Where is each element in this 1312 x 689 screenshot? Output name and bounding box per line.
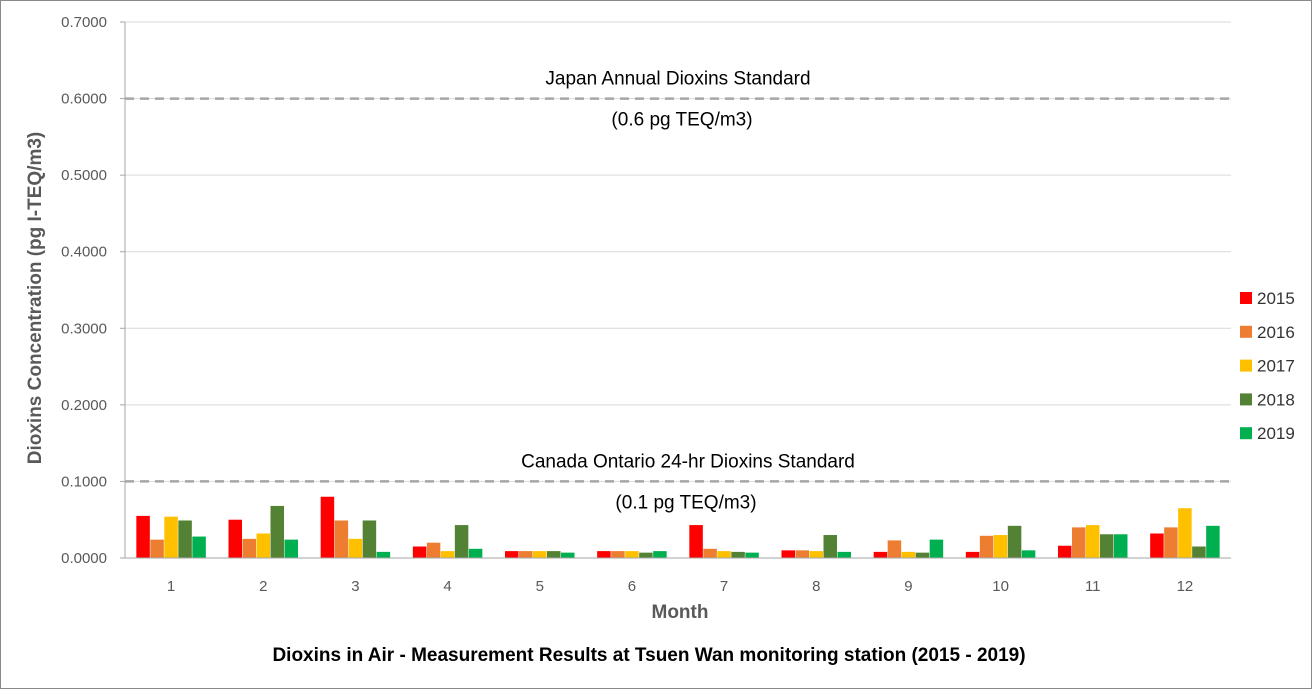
bar-2015-month-5 [505, 551, 519, 558]
bar-2017-month-1 [164, 516, 178, 558]
bar-2018-month-6 [639, 552, 653, 558]
x-tick-label: 10 [992, 578, 1009, 595]
legend-swatch-2019 [1240, 427, 1252, 440]
x-tick-label: 4 [443, 578, 451, 595]
legend-label: 2019 [1257, 424, 1295, 443]
bar-2019-month-9 [929, 539, 944, 558]
legend-swatch-2016 [1240, 325, 1252, 338]
bar-2016-month-12 [1164, 527, 1178, 558]
x-tick-label: 8 [812, 578, 820, 595]
bar-2017-month-6 [625, 551, 639, 558]
bar-2017-month-4 [440, 551, 455, 558]
bar-2015-month-6 [597, 551, 611, 558]
bar-2016-month-3 [334, 520, 349, 558]
x-tick-label: 6 [628, 578, 636, 595]
bar-2016-month-1 [150, 539, 164, 558]
bar-2016-month-4 [426, 542, 441, 558]
bar-2018-month-1 [178, 520, 192, 558]
x-tick-label: 1 [167, 578, 175, 595]
bar-2015-month-3 [320, 496, 335, 558]
bar-2019-month-10 [1021, 550, 1036, 558]
legend-label: 2015 [1257, 289, 1295, 308]
bar-2019-month-8 [837, 551, 851, 558]
bar-2019-month-2 [284, 539, 298, 558]
bar-2016-month-5 [519, 551, 533, 558]
reference-line-sublabel: (0.1 pg TEQ/m3) [615, 492, 756, 513]
y-tick-label: 0.7000 [61, 14, 107, 31]
bar-2017-month-7 [717, 551, 731, 558]
bar-2016-month-7 [703, 548, 717, 558]
y-tick-label: 0.0000 [61, 550, 107, 567]
legend-label: 2016 [1257, 323, 1295, 342]
x-tick-label: 5 [536, 578, 544, 595]
chart-title: Dioxins in Air - Measurement Results at … [272, 645, 1025, 666]
bar-2019-month-1 [192, 536, 206, 558]
bar-2017-month-11 [1086, 525, 1100, 558]
bar-2018-month-8 [823, 535, 837, 558]
bar-2019-month-11 [1114, 534, 1128, 558]
y-axis-title: Dioxins Concentration (pg I-TEQ/m3) [25, 132, 46, 465]
y-tick-label: 0.6000 [61, 91, 107, 108]
reference-line-label: Japan Annual Dioxins Standard [545, 69, 810, 90]
bar-2017-month-5 [533, 551, 547, 558]
x-tick-label: 11 [1085, 578, 1101, 595]
bar-2018-month-5 [547, 551, 561, 558]
bar-2019-month-4 [468, 548, 483, 558]
y-tick-label: 0.5000 [61, 167, 107, 184]
bar-2018-month-2 [270, 505, 284, 558]
y-tick-label: 0.3000 [61, 320, 107, 337]
bar-2015-month-11 [1058, 545, 1072, 558]
bar-2019-month-6 [653, 551, 667, 558]
x-tick-label: 3 [351, 578, 359, 595]
bar-2015-month-12 [1150, 533, 1164, 558]
bar-2019-month-12 [1206, 525, 1220, 558]
x-tick-label: 12 [1177, 578, 1194, 595]
legend-swatch-2015 [1240, 292, 1252, 304]
bar-2017-month-3 [348, 538, 363, 558]
bar-2018-month-4 [454, 525, 469, 558]
bar-2019-month-7 [745, 552, 759, 558]
bar-2018-month-7 [731, 551, 745, 558]
bar-2018-month-3 [362, 520, 377, 558]
x-tick-label: 7 [720, 578, 728, 595]
legend-swatch-2018 [1240, 393, 1252, 406]
x-axis-title: Month [652, 602, 709, 623]
bar-2019-month-3 [376, 551, 391, 558]
bar-2017-month-9 [901, 551, 916, 558]
bar-2015-month-10 [965, 551, 980, 558]
bar-2016-month-10 [979, 535, 994, 558]
reference-line-label: Canada Ontario 24-hr Dioxins Standard [521, 451, 855, 472]
bar-2017-month-2 [256, 533, 270, 558]
x-tick-label: 2 [259, 578, 267, 595]
y-tick-label: 0.2000 [61, 397, 107, 414]
y-tick-label: 0.4000 [61, 244, 107, 261]
y-tick-label: 0.1000 [61, 473, 107, 490]
bar-2018-month-12 [1192, 546, 1206, 558]
bar-2016-month-9 [887, 540, 902, 558]
bar-2017-month-10 [993, 535, 1008, 558]
bar-2015-month-8 [781, 550, 795, 558]
bar-2015-month-1 [136, 515, 150, 558]
bar-2017-month-12 [1178, 508, 1192, 558]
bar-2016-month-2 [242, 538, 256, 558]
bar-2016-month-11 [1072, 527, 1086, 558]
bar-2015-month-2 [228, 519, 242, 558]
bar-2015-month-7 [689, 525, 703, 558]
bar-2019-month-5 [561, 552, 575, 558]
legend-swatch-2017 [1240, 359, 1252, 372]
bar-2016-month-6 [611, 551, 625, 558]
x-tick-label: 9 [904, 578, 912, 595]
bar-2016-month-8 [795, 550, 809, 558]
bar-2015-month-9 [873, 551, 888, 558]
legend-label: 2017 [1257, 357, 1295, 376]
bar-2018-month-9 [915, 552, 930, 558]
bar-2018-month-10 [1007, 525, 1022, 558]
legend-label: 2018 [1257, 390, 1295, 409]
reference-line-sublabel: (0.6 pg TEQ/m3) [611, 110, 752, 131]
bar-2015-month-4 [412, 546, 427, 558]
bar-2018-month-11 [1100, 534, 1114, 558]
bar-2017-month-8 [809, 551, 823, 558]
